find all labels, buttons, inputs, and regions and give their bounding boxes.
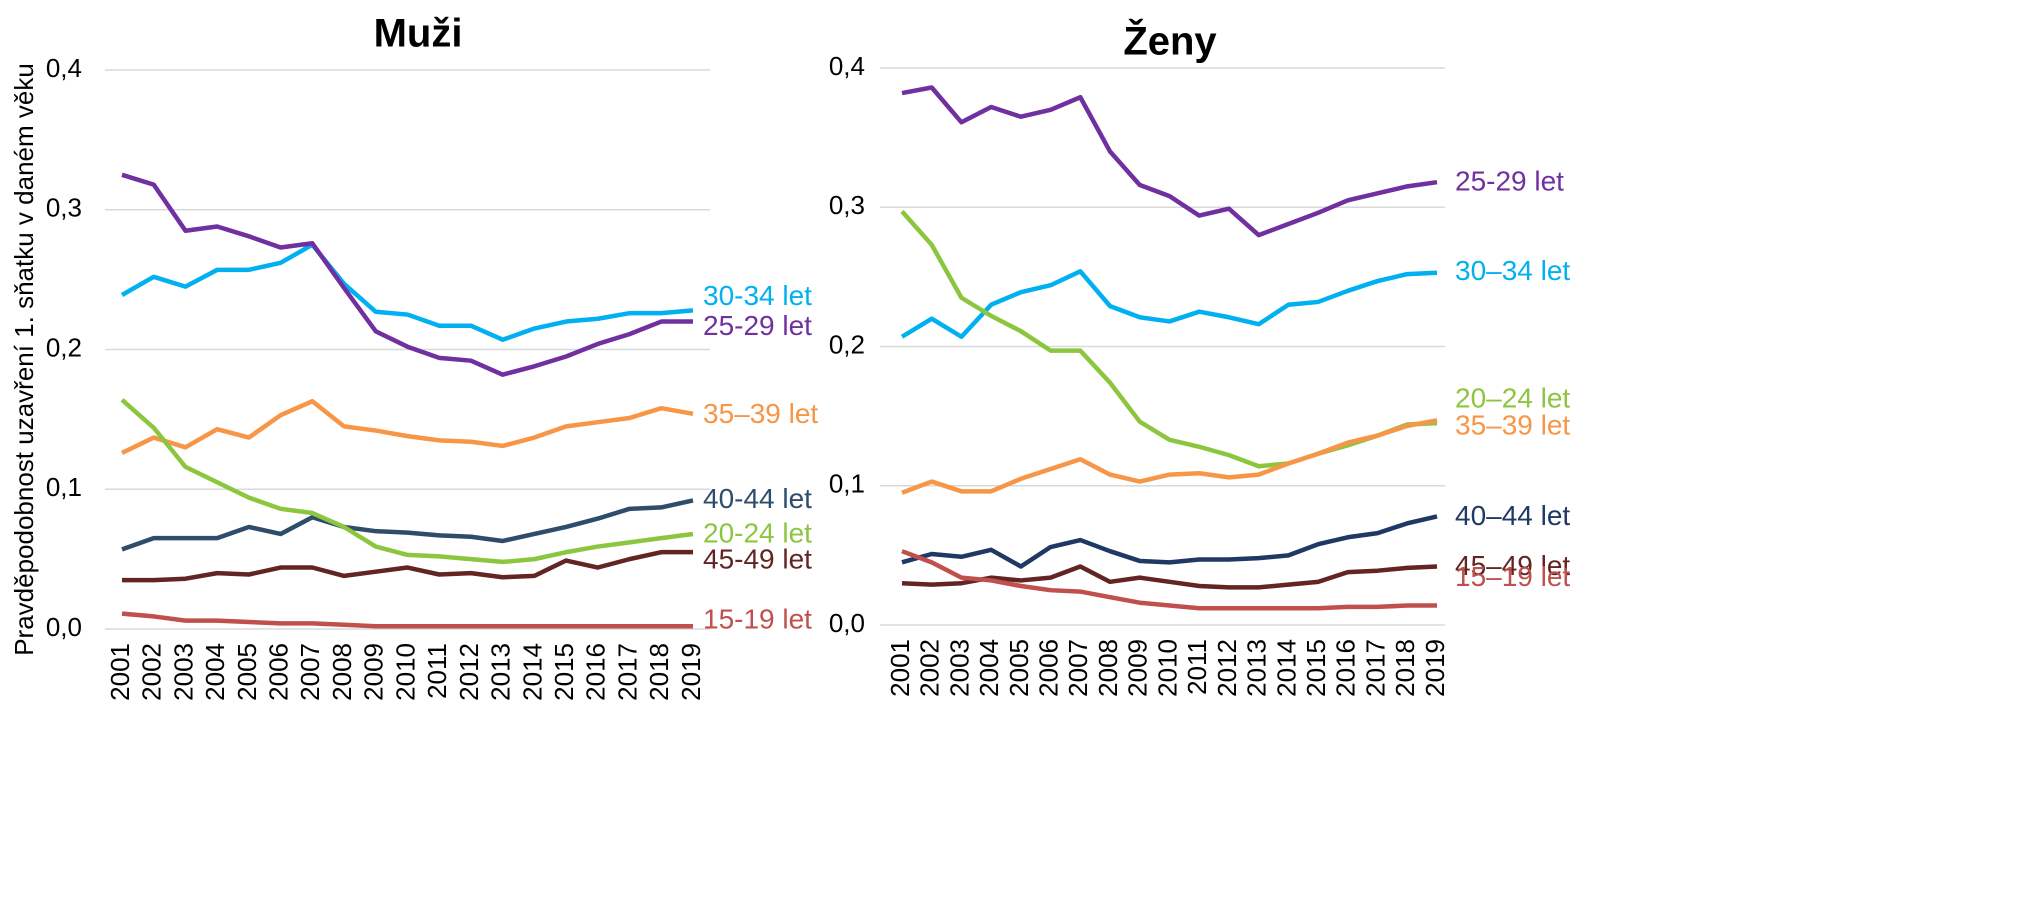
x-tick-label: 2005	[232, 643, 262, 701]
x-tick-label: 2005	[1004, 639, 1034, 697]
y-tick-label: 0,1	[46, 472, 82, 502]
x-tick-label: 2011	[1182, 639, 1212, 695]
x-tick-label: 2017	[612, 643, 642, 701]
y-tick-label: 0,2	[46, 332, 82, 362]
series-label: 25-29 let	[1455, 166, 1564, 197]
x-tick-label: 2019	[676, 643, 706, 701]
series-label: 30-34 let	[703, 280, 812, 311]
x-tick-label: 2016	[1331, 639, 1361, 697]
x-tick-label: 2002	[137, 643, 167, 701]
x-tick-label: 2011	[422, 643, 452, 699]
x-tick-label: 2009	[359, 643, 389, 701]
x-tick-label: 2016	[581, 643, 611, 701]
x-tick-label: 2006	[263, 643, 293, 701]
x-tick-label: 2014	[1271, 639, 1301, 697]
y-tick-label: 0,1	[829, 469, 865, 499]
x-tick-label: 2010	[390, 643, 420, 701]
line-series	[900, 209, 1438, 469]
x-tick-label: 2015	[1301, 639, 1331, 697]
x-tick-label: 2001	[105, 643, 135, 701]
line-series	[120, 398, 694, 565]
x-tick-label: 2015	[549, 643, 579, 701]
y-tick-label: 0,0	[46, 612, 82, 642]
series-label: 15–19 let	[1455, 561, 1570, 592]
y-tick-label: 0,3	[46, 193, 82, 223]
line-series	[121, 611, 693, 629]
series-label: 20-24 let	[703, 517, 812, 548]
x-tick-label: 2003	[168, 643, 198, 701]
x-tick-label: 2018	[1390, 639, 1420, 697]
y-tick-label: 0,3	[829, 190, 865, 220]
x-tick-label: 2004	[974, 639, 1004, 697]
line-series	[121, 398, 694, 455]
series-label: 45-49 let	[703, 544, 812, 575]
y-tick-label: 0,0	[829, 608, 865, 638]
x-tick-label: 2007	[295, 643, 325, 701]
x-tick-label: 2004	[200, 643, 230, 701]
line-series	[901, 514, 1438, 569]
series-label: 35–39 let	[703, 398, 818, 429]
line-series	[121, 498, 694, 552]
x-tick-label: 2014	[517, 643, 547, 701]
y-tick-label: 0,4	[46, 53, 82, 83]
y-axis-label: Pravděpodobnost uzavření 1. sňatku v dan…	[9, 63, 39, 656]
line-series	[122, 549, 693, 583]
line-series	[900, 269, 1438, 340]
x-tick-label: 2003	[944, 639, 974, 697]
x-tick-label: 2010	[1152, 639, 1182, 697]
series-label: 20–24 let	[1455, 382, 1570, 413]
chart-title: Muži	[374, 12, 463, 56]
line-series	[901, 549, 1437, 611]
line-series	[901, 564, 1438, 590]
series-label: 25-29 let	[703, 310, 812, 341]
y-tick-label: 0,2	[829, 329, 865, 359]
x-tick-label: 2012	[454, 643, 484, 701]
x-tick-label: 2013	[1242, 639, 1272, 697]
x-tick-label: 2009	[1123, 639, 1153, 697]
x-tick-label: 2012	[1212, 639, 1242, 697]
series-label: 45–49 let	[1455, 550, 1570, 581]
y-tick-label: 0,4	[829, 51, 865, 81]
chart-title: Ženy	[1123, 18, 1217, 64]
series-label: 15-19 let	[703, 604, 812, 635]
series-label: 40-44 let	[703, 483, 812, 514]
series-label: 40–44 let	[1455, 500, 1570, 531]
x-tick-label: 2008	[327, 643, 357, 701]
line-series	[901, 418, 1438, 495]
x-tick-label: 2007	[1063, 639, 1093, 697]
line-series	[120, 242, 694, 342]
series-label: 35–39 let	[1455, 410, 1570, 441]
x-tick-label: 2017	[1360, 639, 1390, 697]
series-label: 30–34 let	[1455, 255, 1570, 286]
x-tick-label: 2019	[1420, 639, 1450, 697]
x-tick-label: 2002	[915, 639, 945, 697]
x-tick-label: 2008	[1093, 639, 1123, 697]
x-tick-label: 2001	[885, 639, 915, 697]
line-series	[121, 172, 693, 377]
x-tick-label: 2006	[1033, 639, 1063, 697]
line-series	[901, 85, 1438, 238]
x-tick-label: 2018	[644, 643, 674, 701]
x-tick-label: 2013	[486, 643, 516, 701]
